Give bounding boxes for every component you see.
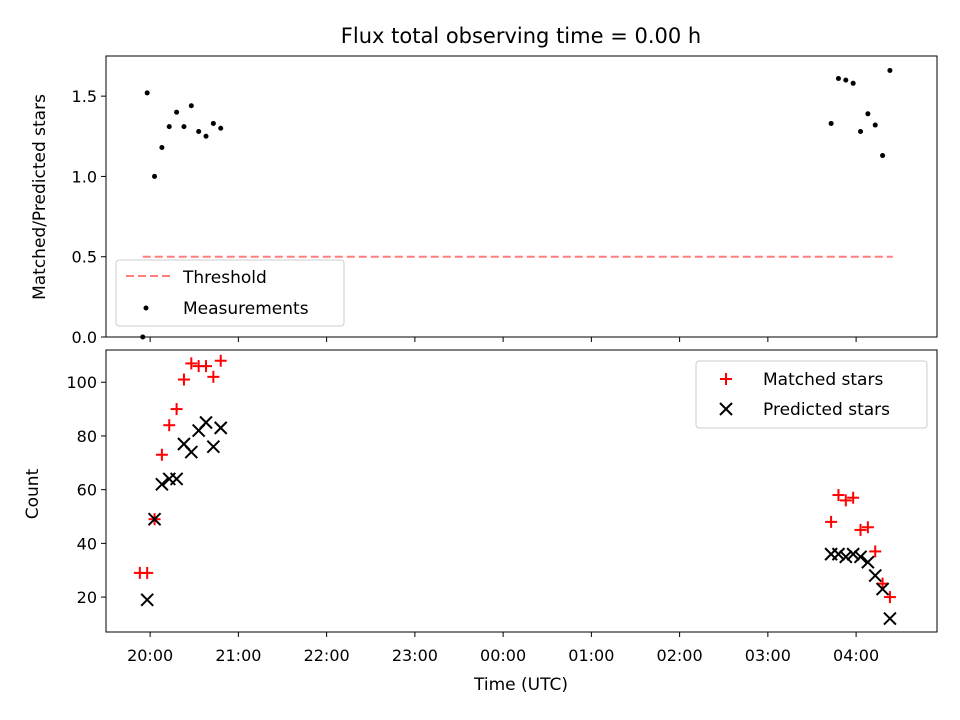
- measurement-point: [835, 75, 841, 81]
- measurement-point: [858, 128, 864, 134]
- predicted-star-point: [184, 445, 199, 459]
- matched-star-point: [869, 545, 882, 558]
- bottom-panel: 20 40 60 80 100 20:00 21:00 22:00 23:00 00:00 01:…: [23, 349, 938, 695]
- chart-title: Flux total observing time = 0.00 h: [341, 24, 701, 48]
- x-tick-label: 04:00: [833, 646, 879, 665]
- bottom-y-tick-label: 40: [77, 534, 97, 553]
- top-panel: 0.0 0.5 1.0 1.5 Matched/Predicted stars Thr…: [30, 55, 938, 347]
- predicted-star-point: [868, 568, 882, 583]
- measurement-point: [188, 103, 194, 109]
- measurement-point: [203, 133, 209, 139]
- matched-star-point: [200, 360, 213, 373]
- matched-star-point: [825, 515, 838, 528]
- predicted-star-point: [861, 555, 875, 569]
- x-tick-label: 00:00: [480, 646, 526, 665]
- x-tick-label: 03:00: [745, 646, 791, 665]
- measurement-point: [828, 120, 834, 126]
- measurement-point: [152, 173, 158, 179]
- bottom-y-tick-label: 20: [77, 588, 97, 607]
- x-tick-label: 23:00: [392, 646, 438, 665]
- predicted-star-point: [147, 512, 162, 526]
- measurement-point: [210, 120, 216, 126]
- measurement-point: [865, 111, 871, 117]
- matched-star-point: [861, 521, 874, 534]
- predicted-star-point: [853, 550, 868, 564]
- matched-star-point: [163, 419, 176, 432]
- legend-predicted-swatch: [719, 402, 733, 416]
- top-x-ticks: [149, 337, 857, 342]
- x-tick-label: 21:00: [215, 646, 261, 665]
- predicted-star-point: [199, 415, 213, 430]
- measurement-point: [887, 67, 893, 73]
- measurement-point: [850, 80, 856, 86]
- top-legend-box: [115, 259, 345, 327]
- top-y-axis-label: Matched/Predicted stars: [30, 94, 50, 300]
- predicted-star-point: [846, 547, 860, 561]
- top-y-tick-label: 1.5: [72, 87, 97, 106]
- predicted-star-point: [883, 611, 897, 626]
- x-tick-label: 22:00: [304, 646, 350, 665]
- matched-star-point: [185, 357, 198, 370]
- top-legend: Threshold Measurements: [115, 259, 345, 327]
- bottom-legend: Matched stars Predicted stars: [695, 360, 928, 429]
- matched-star-point: [141, 566, 154, 579]
- bottom-marks: [133, 354, 897, 626]
- x-tick-label: 01:00: [568, 646, 614, 665]
- legend-matched-label: Matched stars: [763, 370, 883, 390]
- matched-star-point: [854, 523, 867, 536]
- legend-predicted-label: Predicted stars: [763, 400, 890, 420]
- matched-star-point: [207, 370, 220, 383]
- top-marks: [140, 67, 893, 340]
- predicted-star-point: [875, 582, 890, 596]
- matched-star-point: [847, 491, 860, 504]
- matched-star-point: [832, 489, 845, 502]
- measurement-point: [166, 124, 172, 130]
- predicted-star-point: [839, 550, 853, 564]
- measurement-point: [196, 128, 202, 134]
- measurement-point: [181, 124, 187, 130]
- top-y-tick-label: 1.0: [72, 167, 97, 186]
- measurement-point: [872, 122, 878, 128]
- top-y-tick-label: 0.0: [72, 328, 97, 347]
- measurement-point: [144, 90, 150, 96]
- bottom-y-tick-label: 60: [77, 481, 97, 500]
- measurement-point: [174, 109, 180, 115]
- matched-star-point: [177, 373, 190, 386]
- predicted-star-point: [155, 477, 169, 491]
- bottom-axes-frame: [105, 349, 938, 633]
- legend-measurements-label: Measurements: [183, 299, 309, 319]
- matched-star-point: [170, 403, 183, 416]
- x-tick-label: 20:00: [127, 646, 173, 665]
- matched-star-point: [839, 494, 852, 507]
- top-axes-frame: [105, 55, 938, 338]
- predicted-star-point: [214, 421, 228, 435]
- bottom-legend-box: [695, 360, 928, 429]
- top-y-tick-label: 0.5: [72, 248, 97, 267]
- x-tick-label: 02:00: [657, 646, 703, 665]
- predicted-star-point: [140, 593, 154, 607]
- measurement-point: [880, 153, 886, 159]
- matched-star-point: [883, 591, 896, 604]
- legend-matched-swatch: [720, 373, 732, 385]
- predicted-star-point: [206, 439, 221, 454]
- matched-star-point: [214, 354, 227, 367]
- top-y-ticks: 0.0 0.5 1.0 1.5: [72, 87, 106, 347]
- measurement-point: [843, 77, 849, 83]
- matched-star-point: [155, 448, 168, 461]
- bottom-y-tick-label: 80: [77, 427, 97, 446]
- bottom-y-tick-label: 100: [66, 373, 97, 392]
- predicted-star-point: [169, 472, 184, 486]
- measurement-point: [159, 145, 165, 151]
- measurement-point: [218, 125, 224, 131]
- x-axis-label: Time (UTC): [473, 675, 568, 695]
- legend-threshold-label: Threshold: [182, 268, 267, 288]
- legend-measurements-swatch: [143, 305, 149, 311]
- bottom-x-ticks: 20:00 21:00 22:00 23:00 00:00 01:00 02:00 03:00…: [127, 632, 879, 665]
- predicted-star-point: [831, 547, 846, 561]
- bottom-y-ticks: 20 40 60 80 100: [66, 373, 106, 607]
- bottom-y-axis-label: Count: [23, 468, 43, 519]
